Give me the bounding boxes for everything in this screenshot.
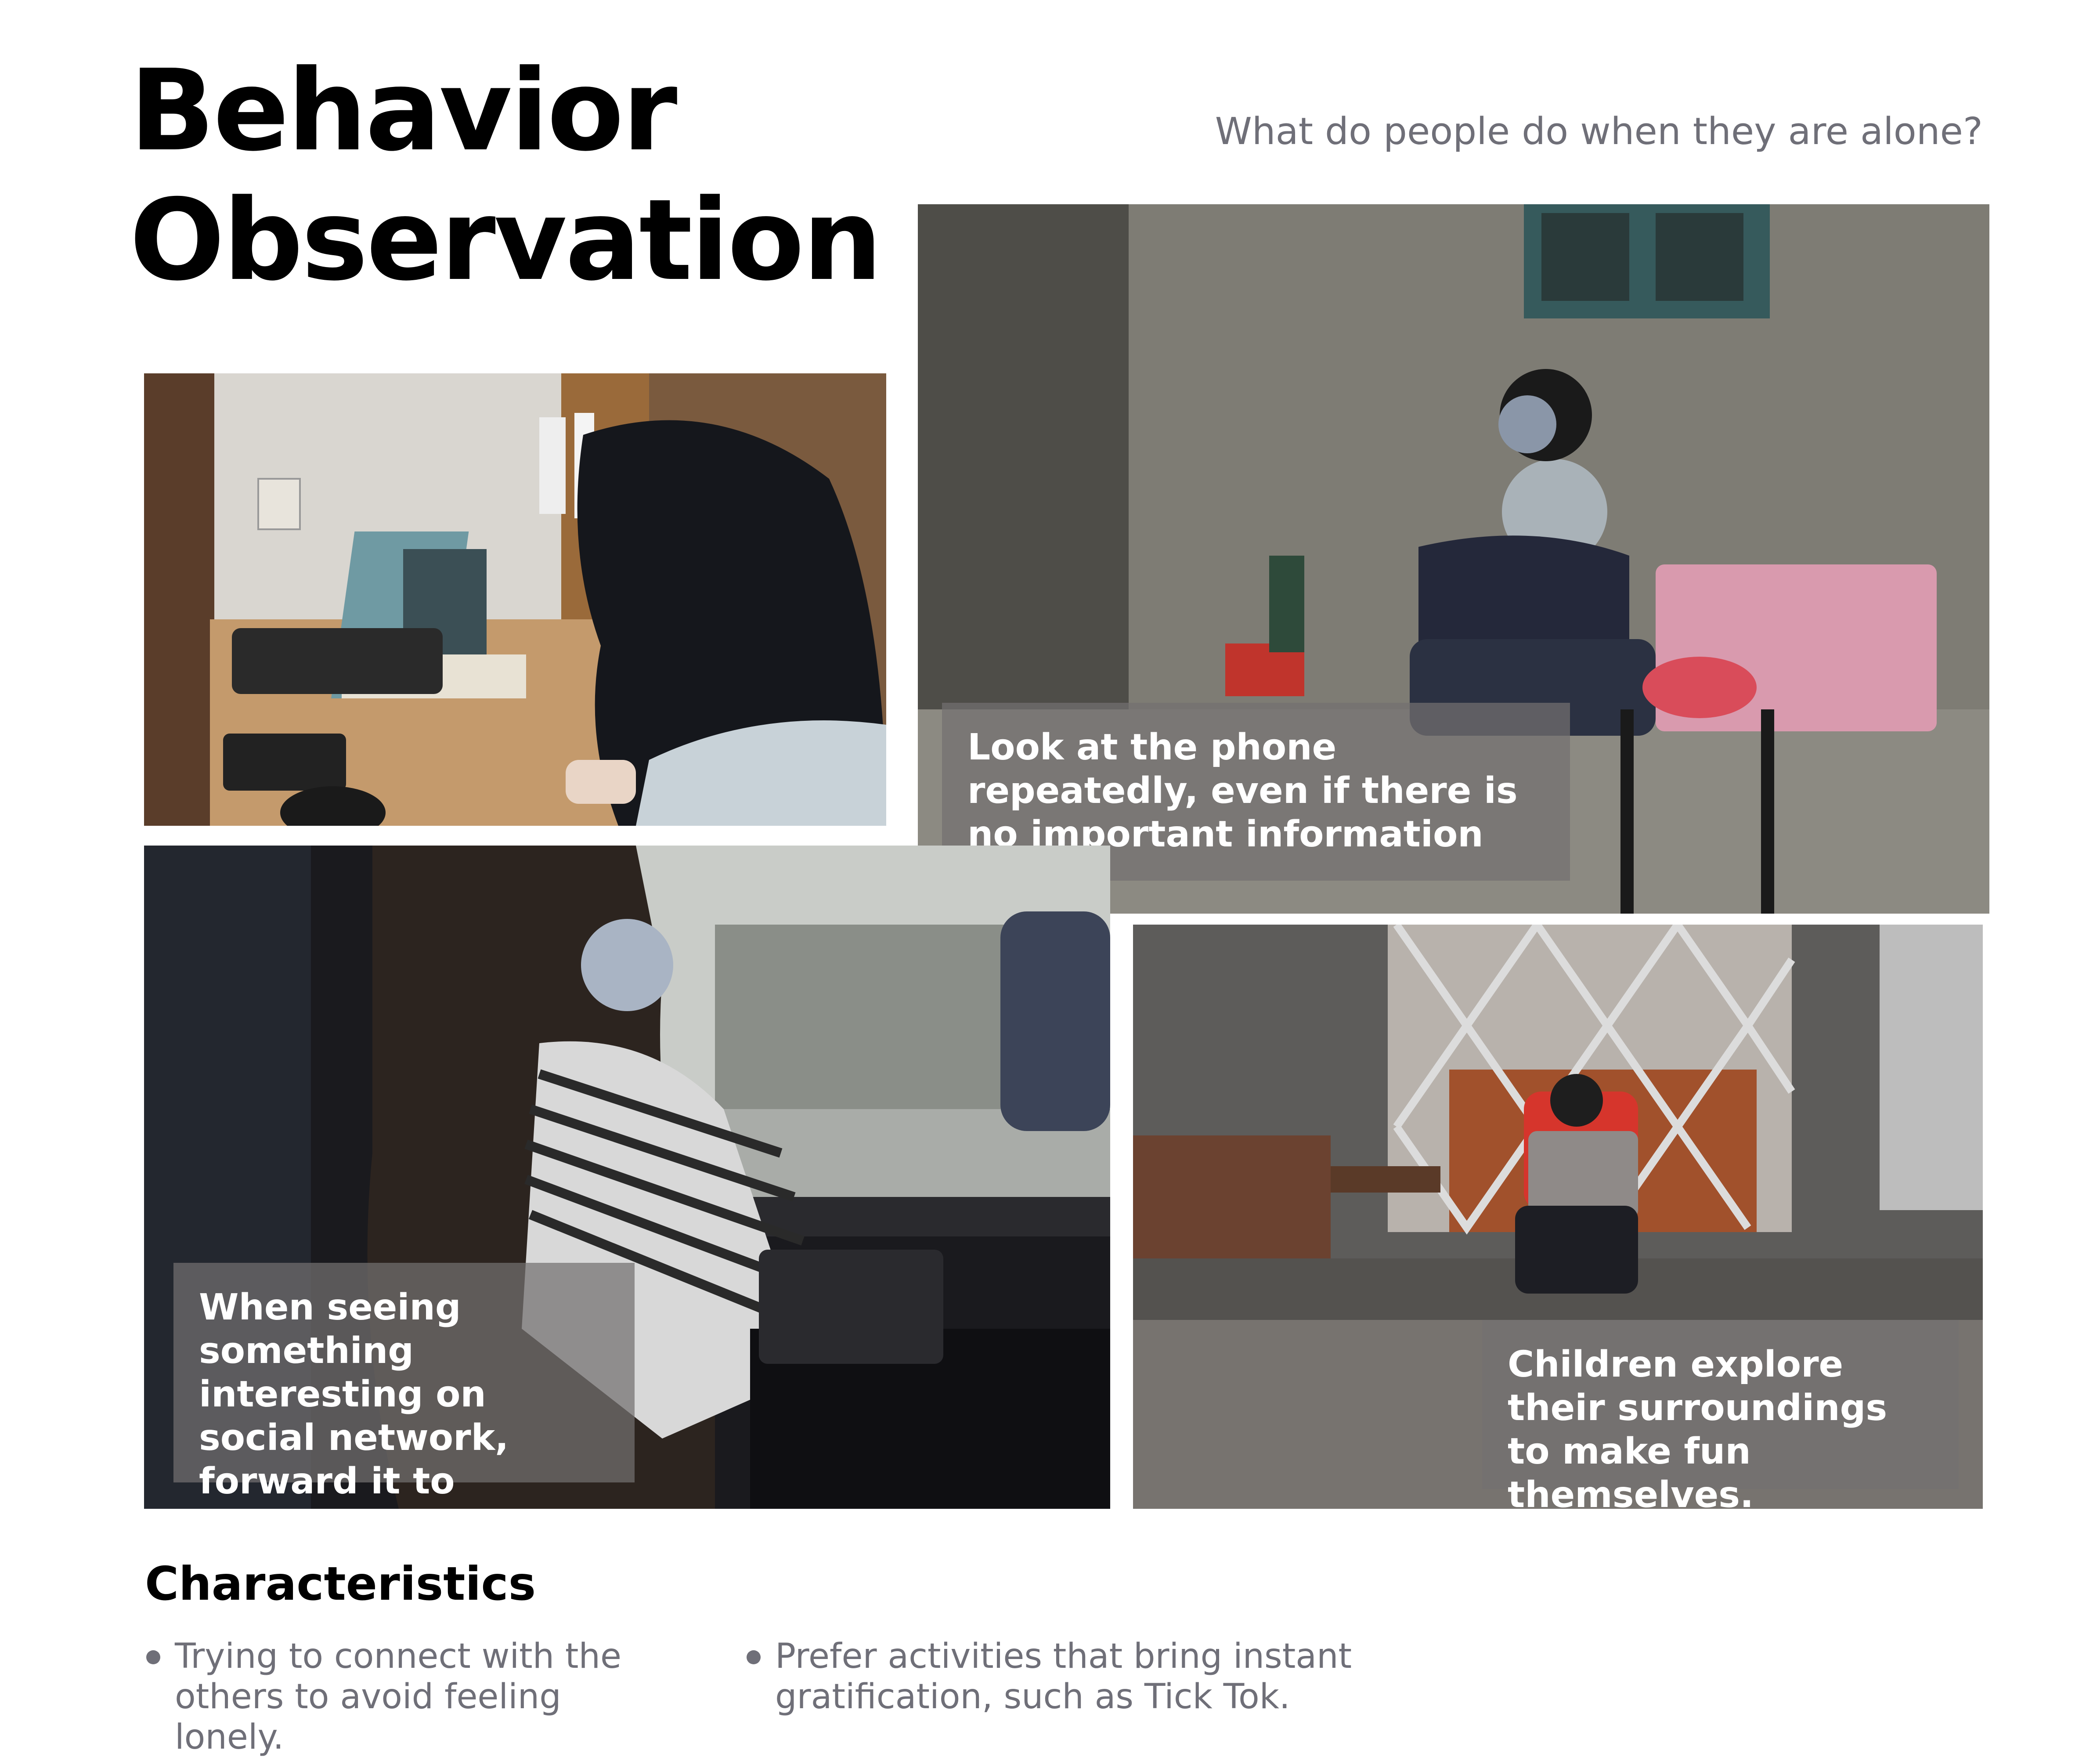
page-title: Behavior Observation [130,46,882,306]
desk-scene-illustration [144,373,886,826]
bullet-dot-icon [146,1650,160,1664]
page-subtitle: What do people do when they are alone? [1215,110,1983,153]
characteristic-item: Prefer activities that bring instant gra… [747,1636,1368,1717]
characteristic-text: Prefer activities that bring instant gra… [775,1637,1352,1717]
characteristics-heading: Characteristics [145,1557,536,1611]
face-blur-circle [1498,395,1556,453]
title-line-1: Behavior [130,46,678,176]
face-blur-circle [581,919,673,1011]
caption-forward-to-friends: When seeing something interesting on soc… [173,1263,635,1546]
bullet-dot-icon [747,1650,761,1664]
characteristic-text: Trying to connect with the others to avo… [175,1637,621,1757]
characteristic-item: Trying to connect with the others to avo… [146,1636,680,1757]
caption-children-explore: Children explore their surroundings to m… [1482,1320,1959,1516]
title-line-2: Observation [130,175,882,306]
photo-girl-at-desk [144,373,886,826]
